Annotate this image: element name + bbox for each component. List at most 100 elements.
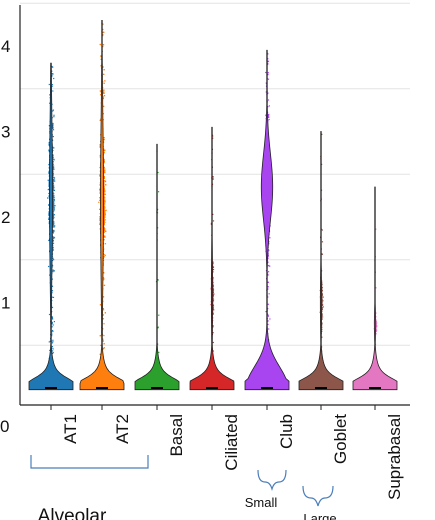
data-point [212, 350, 214, 352]
data-point [105, 209, 107, 211]
data-point [104, 180, 106, 182]
data-point [47, 179, 49, 181]
data-point [103, 217, 105, 219]
x-tick-label-at1: AT1 [61, 414, 80, 444]
data-point [99, 144, 101, 146]
data-point [103, 171, 105, 173]
data-point [53, 200, 55, 202]
data-point [102, 308, 104, 310]
data-point [52, 202, 54, 204]
data-point [52, 90, 54, 92]
data-point [51, 66, 53, 68]
data-point [100, 65, 102, 67]
data-point [104, 193, 106, 195]
data-point [102, 277, 105, 279]
violin-at1 [28, 62, 74, 391]
violin-club [244, 49, 290, 391]
data-point [102, 23, 104, 25]
data-point [321, 133, 323, 135]
data-point [321, 326, 323, 328]
data-point [212, 307, 214, 309]
data-point [104, 210, 106, 212]
data-point [52, 125, 54, 127]
data-point [103, 213, 105, 215]
data-point [267, 323, 269, 325]
data-point [103, 73, 105, 75]
data-point [99, 154, 101, 157]
data-point [103, 211, 105, 214]
data-point [375, 228, 377, 230]
data-point [104, 213, 106, 216]
data-point [52, 239, 54, 241]
data-point [376, 322, 378, 324]
data-point [103, 139, 105, 141]
data-point [51, 342, 53, 344]
data-point [53, 168, 55, 170]
data-point [212, 262, 214, 264]
data-point [102, 35, 104, 37]
data-point [52, 257, 54, 259]
data-point [376, 329, 378, 331]
violins [28, 19, 398, 391]
data-point [104, 190, 106, 192]
data-point [103, 272, 105, 274]
data-point [213, 293, 215, 295]
data-point [103, 230, 105, 232]
data-point [103, 205, 106, 207]
data-point [54, 205, 56, 207]
data-point [51, 317, 53, 319]
data-point [48, 265, 50, 268]
data-point [104, 219, 106, 221]
data-point [100, 55, 102, 57]
data-point [48, 171, 50, 173]
data-point [52, 247, 54, 249]
data-point [104, 80, 106, 82]
data-point [103, 239, 105, 241]
data-point [157, 171, 159, 174]
data-point [321, 309, 323, 311]
data-point [104, 201, 106, 203]
data-point [100, 58, 102, 60]
data-point [103, 278, 105, 280]
data-point [52, 269, 54, 271]
data-point [52, 205, 54, 207]
y-tick-label: 1 [1, 294, 10, 313]
data-point [99, 199, 101, 201]
data-point [53, 178, 55, 180]
data-point [104, 229, 106, 231]
data-point [267, 256, 269, 258]
data-point [53, 229, 55, 232]
alveolar-bracket [30, 455, 149, 469]
data-point [52, 226, 54, 228]
x-tick-label-ciliated: Ciliated [222, 414, 241, 471]
data-point [52, 172, 54, 174]
x-tick-labels: AT1 AT2 Basal Ciliated Club Goblet Suprabasal [50, 405, 404, 500]
data-point [53, 180, 55, 182]
data-point [99, 353, 101, 355]
data-point [99, 167, 101, 169]
data-point [102, 33, 104, 36]
data-point [265, 311, 267, 313]
data-point [268, 118, 270, 121]
data-point [212, 176, 214, 178]
data-point [322, 296, 324, 298]
data-point [268, 293, 270, 295]
data-point [267, 265, 269, 267]
data-point [51, 335, 53, 337]
data-point [52, 175, 54, 177]
data-point [103, 335, 105, 337]
data-point [321, 289, 323, 291]
data-point [103, 236, 105, 238]
data-point [52, 166, 54, 168]
data-point [99, 218, 101, 220]
data-point [51, 331, 53, 333]
data-point [212, 308, 214, 310]
data-point [53, 165, 55, 167]
data-point [321, 336, 323, 338]
data-point [212, 137, 214, 139]
data-point [53, 199, 55, 201]
data-point [99, 304, 102, 306]
data-point [103, 256, 105, 258]
data-point [52, 126, 54, 129]
